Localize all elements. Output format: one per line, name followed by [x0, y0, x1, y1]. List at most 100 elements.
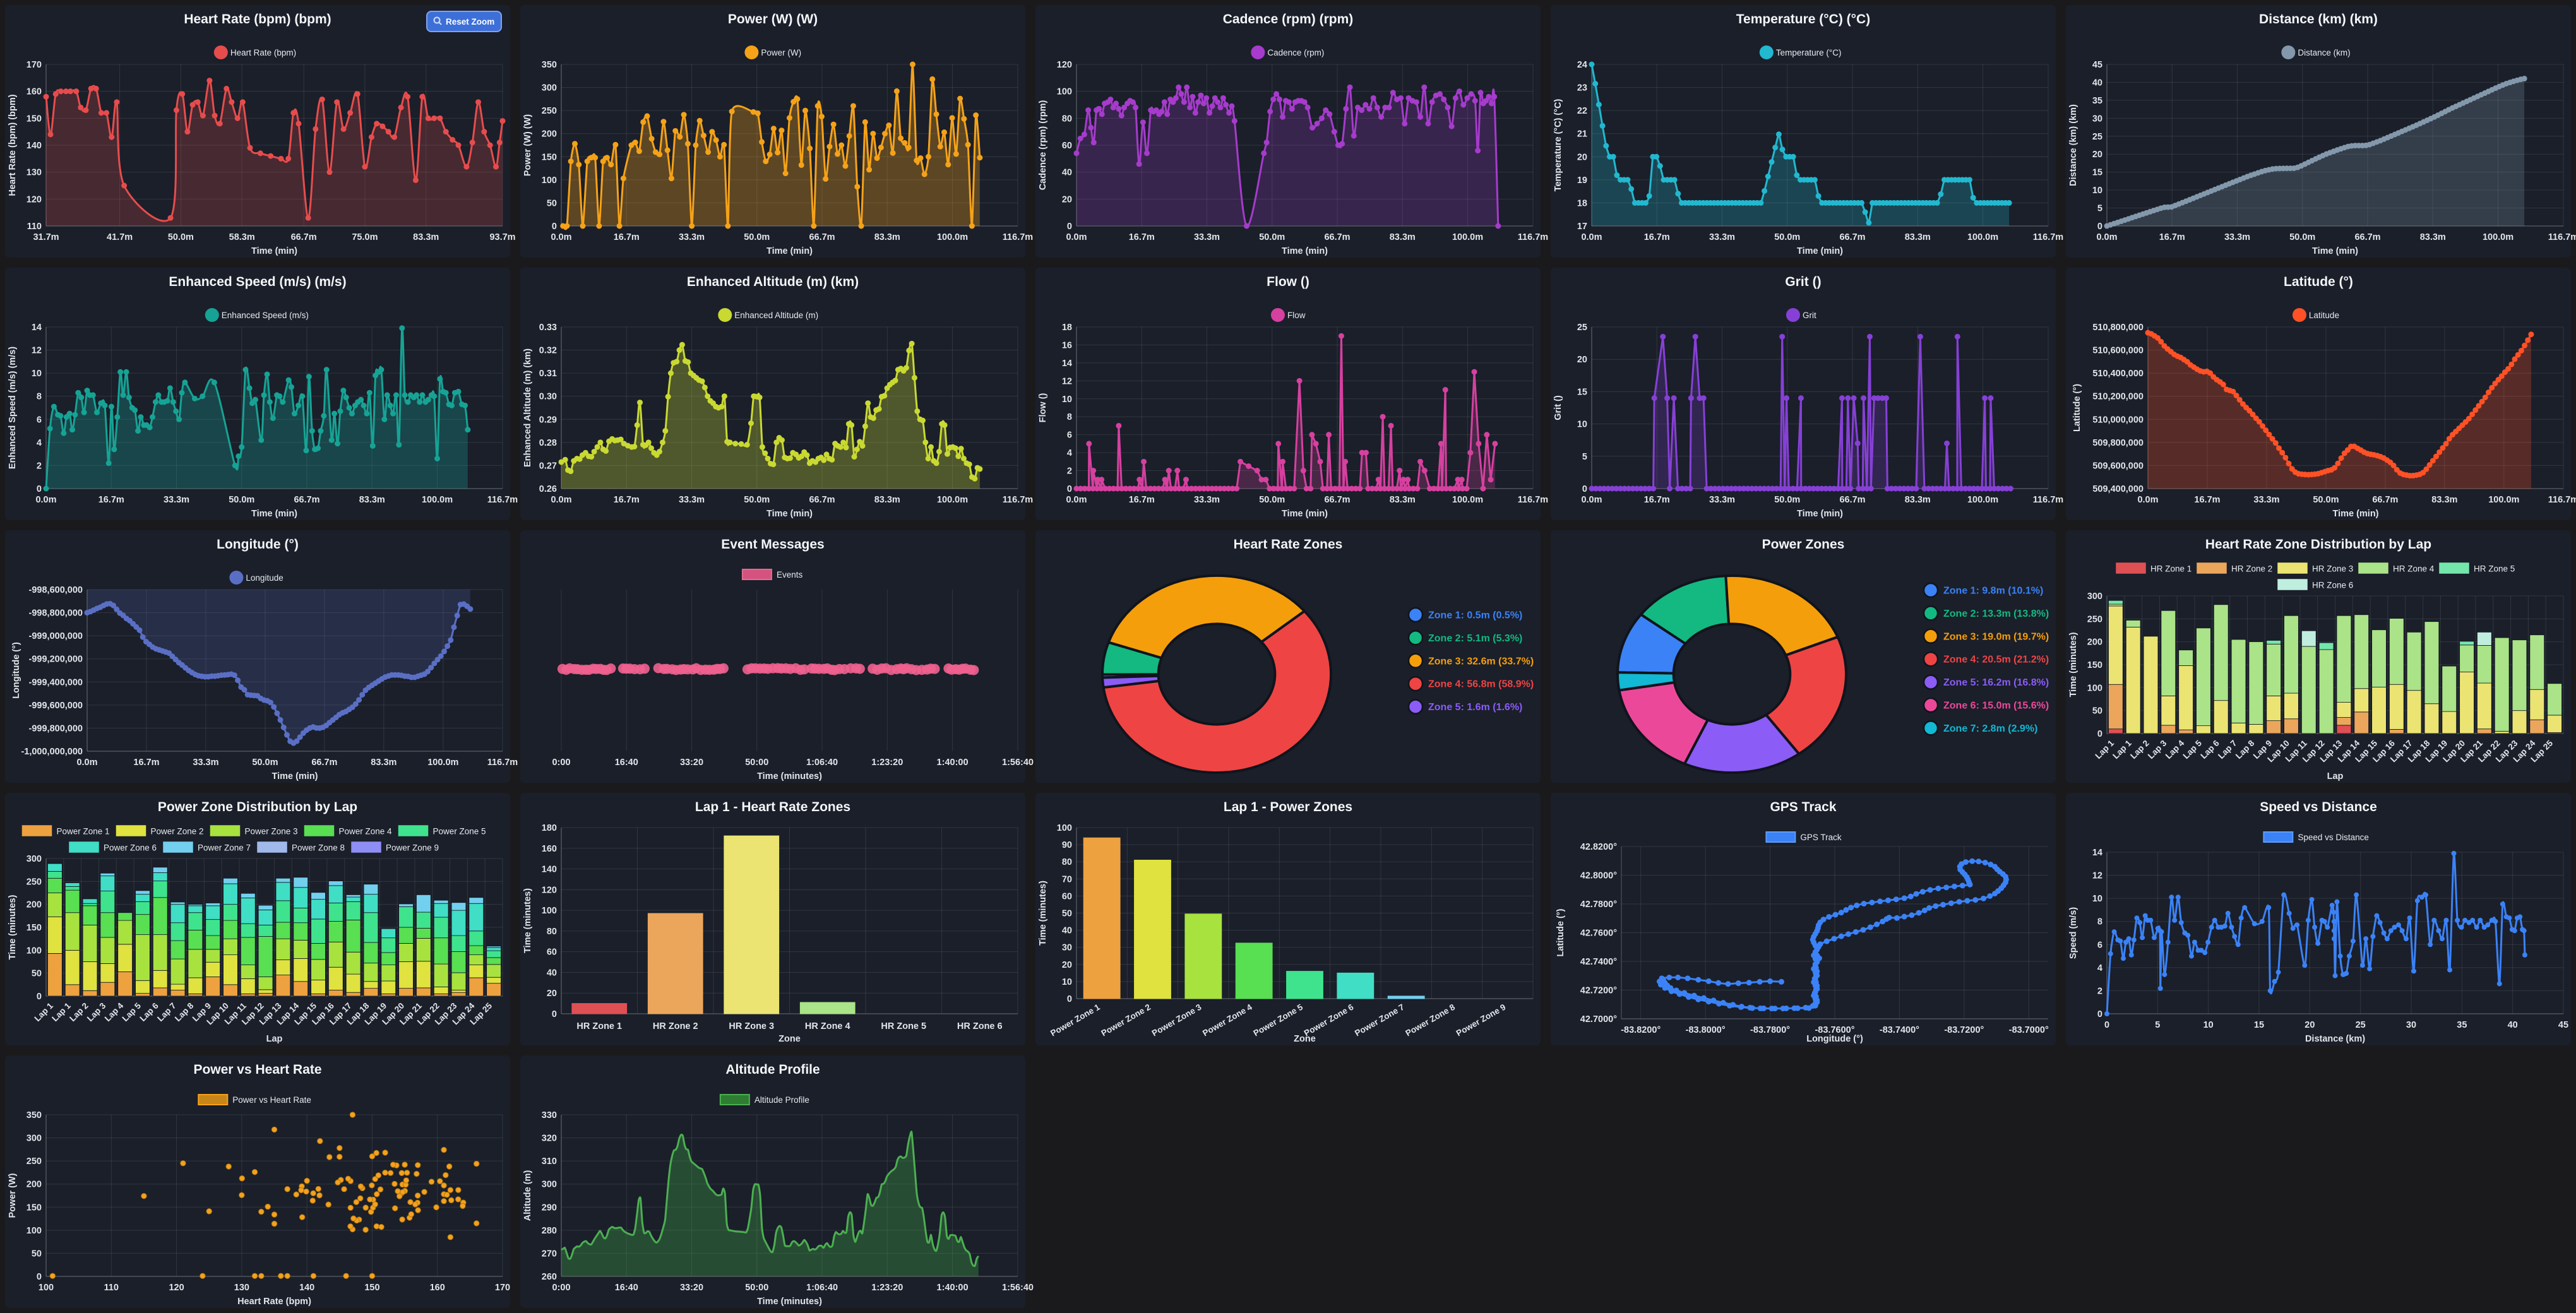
svg-text:8: 8 [1067, 412, 1072, 422]
svg-text:Temperature (°C) (°C): Temperature (°C) (°C) [1736, 12, 1870, 27]
svg-text:50: 50 [32, 969, 42, 979]
svg-text:Time (min): Time (min) [2312, 246, 2358, 256]
svg-text:330: 330 [542, 1110, 557, 1120]
svg-text:0.30: 0.30 [539, 392, 557, 402]
svg-text:50.0m: 50.0m [1259, 495, 1285, 505]
svg-text:100.0m: 100.0m [937, 232, 968, 242]
svg-text:33.3m: 33.3m [1709, 232, 1735, 242]
svg-text:Lap 1: Lap 1 [2093, 738, 2116, 761]
svg-text:31.7m: 31.7m [33, 232, 59, 242]
svg-text:Distance (km) (km): Distance (km) (km) [2068, 104, 2078, 186]
svg-text:Enhanced Speed (m/s) (m/s): Enhanced Speed (m/s) (m/s) [8, 347, 18, 469]
svg-text:40: 40 [2092, 78, 2102, 88]
svg-text:5: 5 [1582, 452, 1587, 462]
svg-text:Power Zone 6: Power Zone 6 [1303, 1002, 1356, 1038]
svg-text:Cadence (rpm): Cadence (rpm) [1267, 48, 1324, 57]
svg-text:10: 10 [1062, 977, 1072, 987]
svg-text:300: 300 [27, 854, 42, 864]
svg-text:140: 140 [299, 1283, 314, 1293]
svg-text:170: 170 [27, 60, 42, 70]
svg-text:300: 300 [542, 83, 557, 93]
svg-text:200: 200 [27, 1180, 42, 1190]
svg-text:170: 170 [495, 1283, 510, 1293]
svg-text:50: 50 [1062, 909, 1072, 919]
svg-text:-83.7200°: -83.7200° [1944, 1025, 1984, 1035]
svg-text:Power Zone 5: Power Zone 5 [433, 827, 486, 836]
svg-text:116.7m: 116.7m [1518, 232, 1548, 242]
svg-text:Time (minutes): Time (minutes) [8, 894, 18, 960]
svg-text:33.3m: 33.3m [1709, 495, 1735, 505]
svg-text:250: 250 [27, 877, 42, 887]
svg-text:1:56:40: 1:56:40 [1002, 758, 1034, 768]
svg-text:Zone 1: 0.5m (0.5%): Zone 1: 0.5m (0.5%) [1428, 610, 1522, 621]
svg-text:100: 100 [1057, 823, 1072, 833]
svg-text:0: 0 [1067, 222, 1072, 232]
svg-text:100.0m: 100.0m [1452, 232, 1483, 242]
svg-text:Power Zone 3: Power Zone 3 [245, 827, 298, 836]
svg-text:Reset Zoom: Reset Zoom [446, 17, 494, 27]
svg-text:16:40: 16:40 [615, 1283, 638, 1293]
svg-text:17: 17 [1577, 222, 1587, 232]
svg-text:Latitude (°): Latitude (°) [1556, 908, 1566, 956]
svg-text:Time (minutes): Time (minutes) [757, 771, 822, 781]
svg-text:33:20: 33:20 [680, 1283, 703, 1293]
svg-text:66.7m: 66.7m [1839, 495, 1865, 505]
svg-text:150: 150 [2087, 660, 2102, 670]
svg-text:Power Zone 3: Power Zone 3 [1150, 1002, 1203, 1038]
svg-text:Enhanced Speed (m/s) (m/s): Enhanced Speed (m/s) (m/s) [169, 275, 346, 289]
svg-text:HR Zone 1: HR Zone 1 [2150, 564, 2191, 574]
svg-text:130: 130 [234, 1283, 249, 1293]
svg-text:320: 320 [542, 1134, 557, 1144]
svg-text:Zone 2: 5.1m (5.3%): Zone 2: 5.1m (5.3%) [1428, 633, 1522, 644]
svg-text:8: 8 [2097, 917, 2102, 927]
svg-text:110: 110 [104, 1283, 119, 1293]
svg-text:Longitude (°): Longitude (°) [1806, 1034, 1863, 1044]
svg-text:Power Zone 7: Power Zone 7 [198, 843, 251, 853]
svg-text:100.0m: 100.0m [937, 495, 968, 505]
svg-text:HR Zone 2: HR Zone 2 [2231, 564, 2272, 574]
svg-text:0: 0 [2104, 1020, 2109, 1030]
svg-text:Enhanced Altitude (m) (km): Enhanced Altitude (m) (km) [687, 275, 859, 289]
svg-text:120: 120 [27, 194, 42, 205]
svg-text:16.7m: 16.7m [1644, 232, 1670, 242]
svg-text:2: 2 [1067, 466, 1072, 477]
svg-text:140: 140 [542, 865, 557, 875]
svg-text:1:06:40: 1:06:40 [806, 758, 838, 768]
svg-text:23: 23 [1577, 83, 1587, 93]
svg-text:20: 20 [1062, 960, 1072, 970]
svg-text:0: 0 [2097, 1009, 2102, 1019]
svg-text:Power Zone 1: Power Zone 1 [1049, 1002, 1102, 1038]
svg-text:150: 150 [27, 114, 42, 124]
svg-text:0.0m: 0.0m [76, 758, 97, 768]
svg-text:Flow: Flow [1287, 311, 1306, 320]
svg-text:Longitude (°): Longitude (°) [217, 537, 299, 552]
svg-text:33.3m: 33.3m [193, 758, 218, 768]
svg-text:0:00: 0:00 [552, 1283, 570, 1293]
svg-text:14: 14 [2092, 848, 2102, 858]
svg-text:41.7m: 41.7m [107, 232, 133, 242]
svg-text:83.3m: 83.3m [1905, 495, 1931, 505]
svg-text:50.0m: 50.0m [1774, 232, 1800, 242]
svg-text:Speed (m/s): Speed (m/s) [2068, 907, 2078, 959]
svg-text:66.7m: 66.7m [1324, 232, 1350, 242]
svg-text:Lap 8: Lap 8 [173, 1001, 196, 1023]
svg-text:260: 260 [542, 1272, 557, 1282]
svg-text:Enhanced Altitude (m) (km): Enhanced Altitude (m) (km) [523, 348, 533, 467]
svg-text:8: 8 [37, 392, 42, 402]
svg-text:-999,400,000: -999,400,000 [29, 677, 83, 687]
svg-text:116.7m: 116.7m [2548, 495, 2576, 505]
svg-text:Time (min): Time (min) [766, 509, 813, 519]
svg-text:16.7m: 16.7m [2159, 232, 2185, 242]
svg-text:Altitude Profile: Altitude Profile [754, 1095, 809, 1105]
svg-text:83.3m: 83.3m [874, 232, 900, 242]
svg-text:HR Zone 4: HR Zone 4 [805, 1021, 850, 1031]
svg-text:Distance (km): Distance (km) [2298, 48, 2350, 57]
svg-text:Lap 1 - Power Zones: Lap 1 - Power Zones [1224, 800, 1352, 814]
svg-text:HR Zone 3: HR Zone 3 [2312, 564, 2353, 574]
svg-text:100.0m: 100.0m [1967, 495, 1998, 505]
svg-text:100: 100 [27, 946, 42, 956]
svg-text:0.0m: 0.0m [35, 495, 56, 505]
svg-text:16.7m: 16.7m [1129, 495, 1155, 505]
svg-text:60: 60 [1062, 891, 1072, 901]
svg-text:Temperature (°C): Temperature (°C) [1776, 48, 1842, 57]
